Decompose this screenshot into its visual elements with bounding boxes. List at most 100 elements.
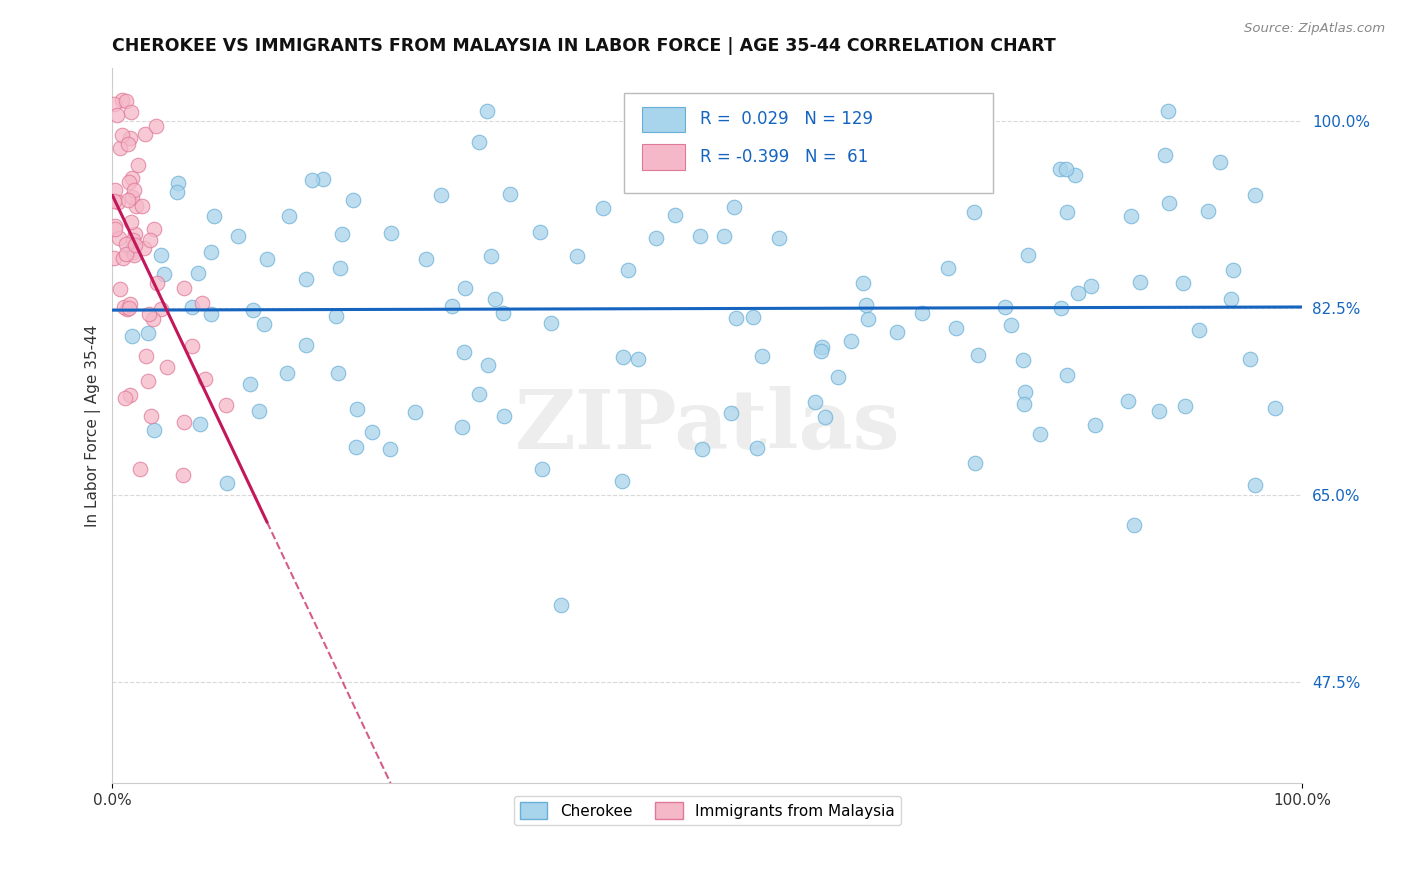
Point	[117, 136, 139, 151]
Point	[690, 442, 713, 457]
Point	[540, 316, 562, 330]
Point	[468, 135, 491, 149]
Point	[239, 376, 262, 391]
Point	[104, 219, 127, 233]
Point	[139, 409, 162, 423]
Point	[1264, 401, 1286, 415]
Point	[1000, 318, 1022, 333]
Point	[1054, 161, 1077, 176]
Point	[118, 131, 141, 145]
Point	[172, 468, 194, 483]
Point	[149, 302, 172, 317]
Point	[215, 398, 238, 412]
Point	[142, 222, 165, 236]
Point	[342, 193, 364, 207]
Point	[378, 442, 401, 456]
Text: R = -0.399   N =  61: R = -0.399 N = 61	[700, 148, 869, 166]
Point	[104, 222, 127, 236]
Point	[1222, 263, 1244, 277]
Point	[1129, 275, 1152, 289]
Point	[181, 338, 204, 352]
Point	[1017, 248, 1039, 262]
Point	[115, 236, 138, 251]
Point	[592, 201, 614, 215]
Point	[301, 173, 323, 187]
Point	[1243, 188, 1265, 202]
Point	[312, 171, 335, 186]
Point	[725, 310, 748, 325]
Point	[689, 229, 711, 244]
Point	[1119, 209, 1142, 223]
Point	[124, 238, 146, 252]
Point	[226, 229, 249, 244]
Point	[451, 419, 474, 434]
Point	[531, 461, 554, 475]
Point	[814, 409, 837, 424]
Point	[188, 417, 211, 431]
Point	[939, 156, 962, 170]
Point	[276, 366, 298, 380]
Point	[187, 266, 209, 280]
Point	[415, 252, 437, 266]
Point	[328, 366, 350, 380]
Point	[1171, 277, 1194, 291]
Point	[253, 318, 276, 332]
Point	[256, 252, 278, 267]
Point	[839, 334, 862, 348]
Point	[329, 260, 352, 275]
Point	[475, 103, 498, 118]
Point	[479, 249, 502, 263]
Point	[111, 128, 134, 143]
Point	[120, 215, 142, 229]
Point	[139, 233, 162, 247]
Text: Source: ZipAtlas.com: Source: ZipAtlas.com	[1244, 22, 1385, 36]
Point	[105, 108, 128, 122]
Point	[344, 440, 367, 454]
Point	[200, 244, 222, 259]
Point	[115, 247, 138, 261]
Point	[131, 199, 153, 213]
Point	[529, 225, 551, 239]
Point	[492, 409, 515, 423]
Point	[146, 276, 169, 290]
Point	[249, 404, 271, 418]
Point	[911, 306, 934, 320]
Point	[810, 343, 832, 358]
Point	[1050, 301, 1073, 316]
Point	[720, 406, 742, 420]
Point	[751, 349, 773, 363]
Point	[963, 205, 986, 219]
Point	[745, 441, 768, 455]
Point	[742, 310, 765, 324]
Point	[645, 231, 668, 245]
Legend: Cherokee, Immigrants from Malaysia: Cherokee, Immigrants from Malaysia	[513, 796, 901, 825]
Point	[499, 187, 522, 202]
Point	[1147, 404, 1170, 418]
Text: R =  0.029   N = 129: R = 0.029 N = 129	[700, 111, 873, 128]
Point	[1067, 285, 1090, 300]
Point	[1154, 148, 1177, 162]
Point	[713, 228, 735, 243]
Point	[108, 140, 131, 154]
Point	[190, 295, 212, 310]
Point	[612, 474, 634, 488]
Point	[617, 262, 640, 277]
Point	[440, 299, 463, 313]
Point	[155, 359, 177, 374]
Point	[136, 374, 159, 388]
Point	[361, 425, 384, 440]
Point	[103, 194, 125, 209]
Point	[723, 200, 745, 214]
Point	[886, 325, 908, 339]
Point	[1156, 103, 1178, 118]
Point	[994, 300, 1017, 314]
Point	[404, 405, 426, 419]
Point	[346, 402, 368, 417]
Point	[468, 387, 491, 401]
Point	[111, 93, 134, 107]
Point	[856, 311, 879, 326]
Point	[1012, 353, 1035, 368]
Point	[1244, 478, 1267, 492]
Point	[821, 159, 844, 173]
Point	[1056, 368, 1078, 383]
